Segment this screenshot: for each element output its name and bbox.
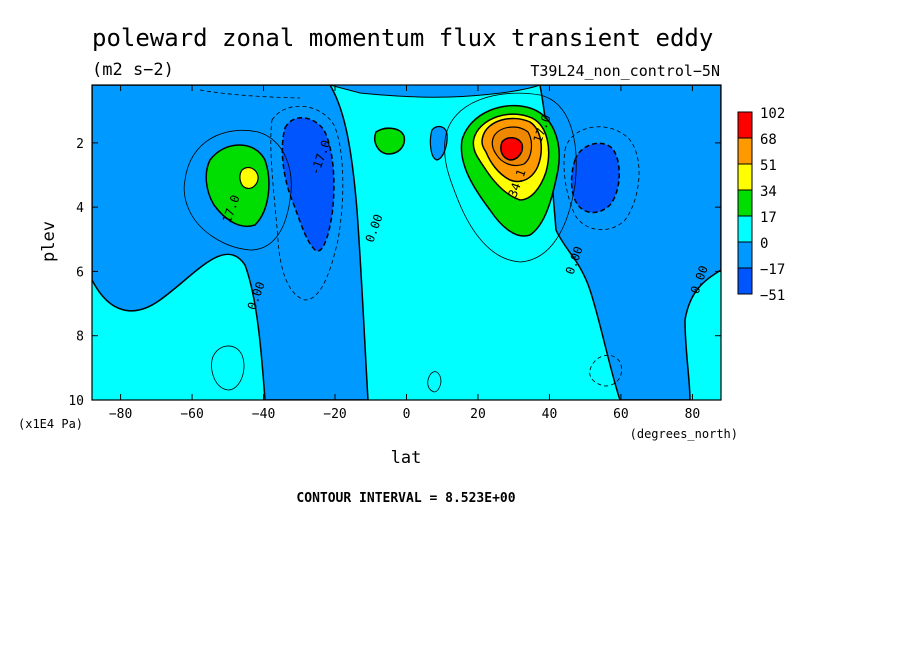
colorbar-swatch [737, 137, 753, 165]
contour-line [589, 354, 622, 387]
contour-line [211, 345, 245, 391]
contour-fill-layers [92, 85, 721, 400]
x-tick-label: 60 [613, 407, 629, 422]
chart-title: poleward zonal momentum flux transient e… [92, 24, 713, 52]
y-tick-label: 6 [76, 265, 84, 280]
y-tick-label: 10 [68, 394, 84, 409]
colorbar-label: 68 [760, 132, 777, 148]
contour-line [270, 105, 344, 301]
positive-core-sh [239, 166, 259, 189]
colorbar-label: 17 [760, 210, 777, 226]
x-axis-units: (degrees_north) [630, 427, 738, 441]
contour-line [199, 89, 301, 99]
y-tick-label: 8 [76, 330, 84, 345]
colorbar: 102 68 51 34 17 0 −17 −51 [737, 106, 785, 304]
x-axis-label: lat [391, 448, 422, 468]
x-tick-label: 80 [685, 407, 701, 422]
contour-interval-label: CONTOUR INTERVAL = 8.523E+00 [296, 491, 515, 506]
x-tick-label: 20 [470, 407, 486, 422]
colorbar-label: 102 [760, 106, 785, 122]
colorbar-label: 34 [760, 184, 777, 200]
positive-max-nh [500, 137, 524, 161]
colorbar-swatch [737, 189, 753, 217]
y-axis-label: plev [39, 221, 59, 262]
x-tick-label: −80 [109, 407, 132, 422]
colorbar-label: 0 [760, 236, 768, 252]
x-axis: −80 −60 −40 −20 0 20 40 60 80 [109, 85, 700, 422]
chart-units: (m2 s−2) [92, 60, 174, 80]
positive-region-eq [374, 127, 406, 155]
y-tick-label: 2 [76, 137, 84, 152]
colorbar-swatch [737, 111, 753, 139]
colorbar-swatch [737, 241, 753, 269]
contour-line [427, 371, 442, 393]
colorbar-label: −51 [760, 288, 785, 304]
x-tick-label: 40 [542, 407, 558, 422]
x-tick-label: −60 [180, 407, 203, 422]
dataset-label: T39L24_non_control−5N [530, 62, 720, 80]
contour-line [563, 126, 640, 231]
colorbar-swatch [737, 267, 753, 295]
y-tick-label: 4 [76, 201, 84, 216]
colorbar-label: 51 [760, 158, 777, 174]
x-tick-label: −40 [252, 407, 275, 422]
negative-strip-top [329, 85, 541, 98]
x-tick-label: −20 [323, 407, 346, 422]
contour-line [183, 129, 292, 251]
y-axis-units: (x1E4 Pa) [18, 417, 83, 431]
contour-line [444, 92, 577, 263]
colorbar-swatch [737, 163, 753, 191]
colorbar-swatch [737, 215, 753, 243]
positive-region-sh [205, 144, 270, 227]
negative-core-sh [281, 117, 335, 252]
y-axis: 2 4 6 8 10 [68, 137, 721, 409]
colorbar-label: −17 [760, 262, 785, 278]
x-tick-label: 0 [403, 407, 411, 422]
